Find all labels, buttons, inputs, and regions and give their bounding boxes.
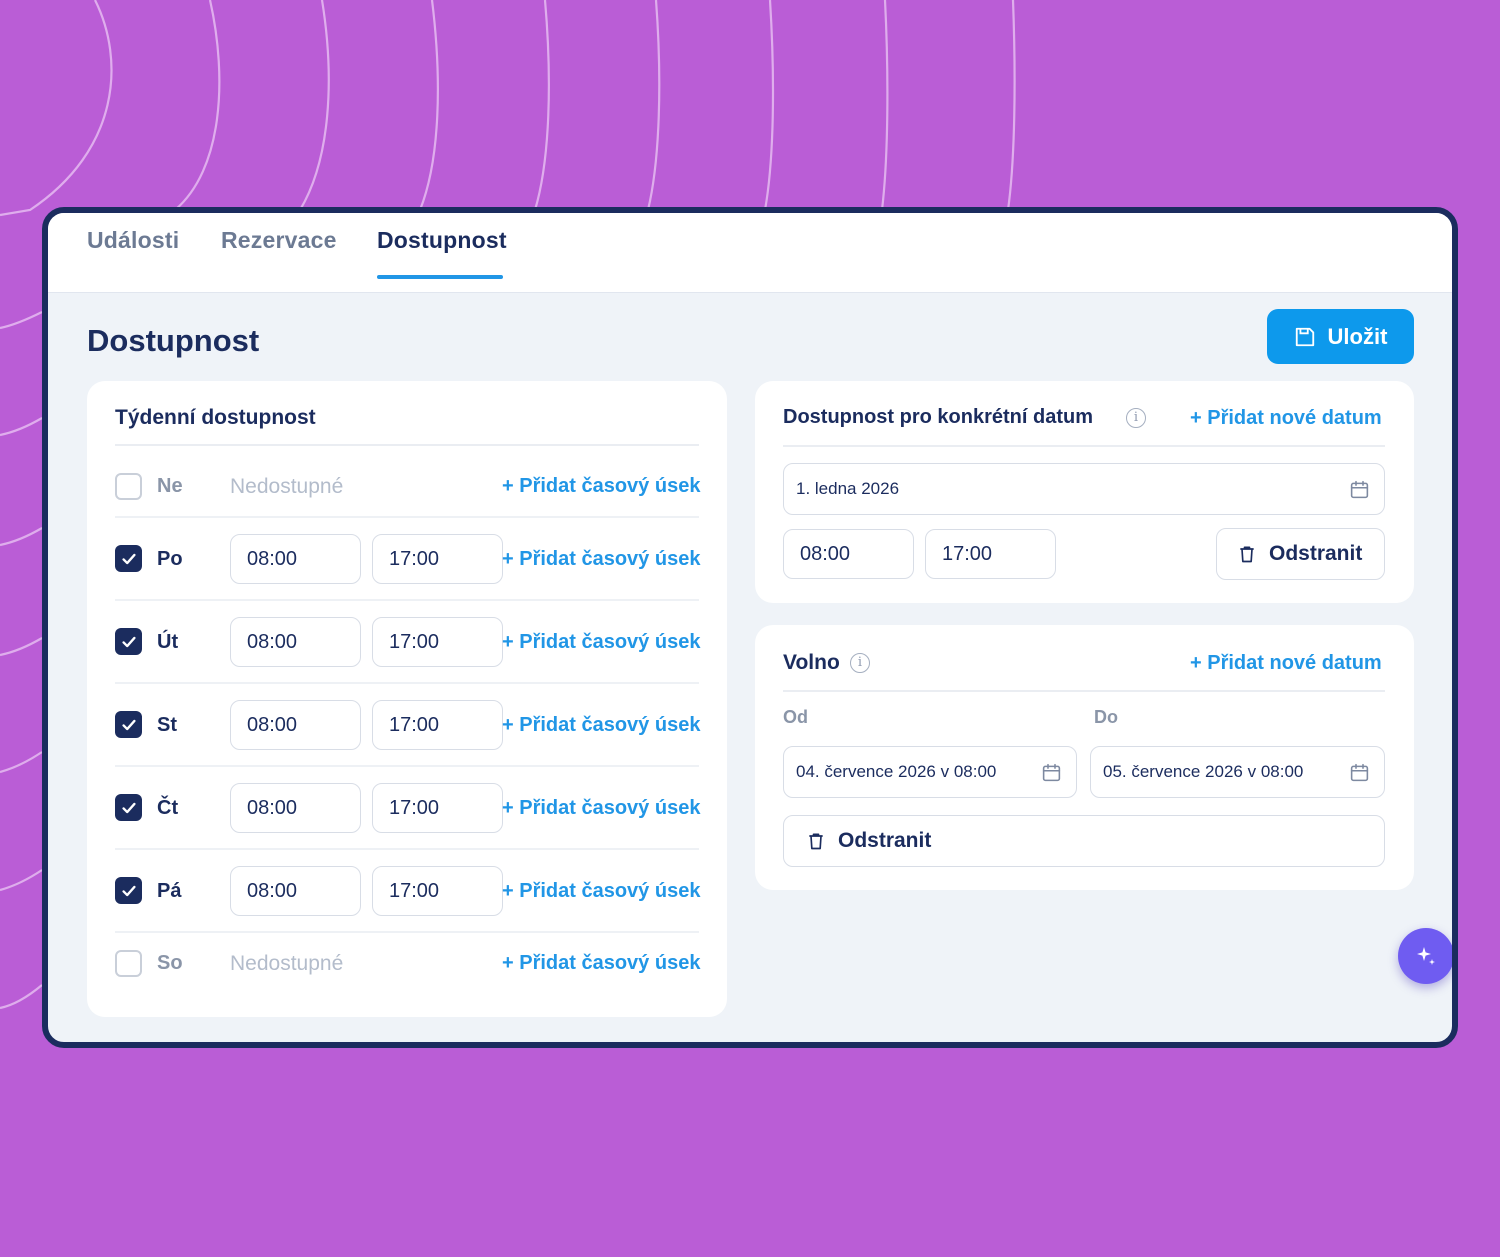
- checkbox-st[interactable]: [115, 711, 142, 738]
- day-label: Út: [157, 631, 179, 653]
- checkbox-pa[interactable]: [115, 877, 142, 904]
- remove-specific-date-button[interactable]: Odstranit: [1216, 528, 1385, 580]
- specific-time-to-input[interactable]: 17:00: [925, 529, 1056, 579]
- row-divider: [115, 516, 699, 518]
- sparkle-icon: [1417, 947, 1435, 965]
- time-off-to-input[interactable]: 05. července 2026 v 08:00: [1090, 746, 1385, 798]
- day-label: Ne: [157, 475, 183, 497]
- checkbox-ne[interactable]: [115, 473, 142, 500]
- day-label: Po: [157, 548, 183, 570]
- time-from-input[interactable]: 08:00: [230, 700, 361, 750]
- time-from-input[interactable]: 08:00: [230, 866, 361, 916]
- add-slot-link[interactable]: + Přidat časový úsek: [502, 714, 701, 736]
- calendar-icon[interactable]: [1041, 762, 1062, 783]
- date-value: 05. července 2026 v 08:00: [1103, 762, 1304, 781]
- time-to-input[interactable]: 17:00: [372, 866, 503, 916]
- time-off-title: Volno: [783, 651, 840, 674]
- divider: [783, 445, 1385, 447]
- tab-rezervace[interactable]: Rezervace: [221, 227, 337, 253]
- add-slot-link[interactable]: + Přidat časový úsek: [502, 880, 701, 902]
- calendar-icon[interactable]: [1349, 479, 1370, 500]
- add-slot-link[interactable]: + Přidat časový úsek: [502, 952, 701, 974]
- add-slot-link[interactable]: + Přidat časový úsek: [502, 475, 701, 497]
- day-label: Čt: [157, 797, 179, 819]
- day-label: Pá: [157, 880, 182, 902]
- trash-icon: [1240, 546, 1254, 563]
- time-from-input[interactable]: 08:00: [230, 617, 361, 667]
- time-from-input[interactable]: 08:00: [230, 534, 361, 584]
- specific-date-title: Dostupnost pro konkrétní datum: [783, 406, 1093, 428]
- remove-time-off-button[interactable]: Odstranit: [783, 815, 1385, 867]
- row-divider: [115, 599, 699, 601]
- add-time-off-link[interactable]: + Přidat nové datum: [1190, 652, 1382, 674]
- save-button[interactable]: Uložit: [1267, 309, 1414, 364]
- unavailable-label: Nedostupné: [230, 475, 344, 498]
- divider: [783, 690, 1385, 692]
- checkbox-ut[interactable]: [115, 628, 142, 655]
- checkbox-po[interactable]: [115, 545, 142, 572]
- app-window: Události Rezervace Dostupnost Dostupnost…: [42, 207, 1458, 1048]
- page-title: Dostupnost: [87, 323, 260, 358]
- row-divider: [115, 848, 699, 850]
- date-value: 1. ledna 2026: [796, 479, 900, 498]
- row-divider: [115, 765, 699, 767]
- day-label: St: [157, 714, 177, 736]
- add-slot-link[interactable]: + Přidat časový úsek: [502, 631, 701, 653]
- time-off-from-input[interactable]: 04. července 2026 v 08:00: [783, 746, 1077, 798]
- to-label: Do: [1094, 707, 1118, 727]
- row-divider: [115, 682, 699, 684]
- from-label: Od: [783, 707, 808, 727]
- checkbox-so[interactable]: [115, 950, 142, 977]
- time-off-card: Volno i + Přidat nové datum Od Do 04. če…: [755, 625, 1414, 890]
- time-to-input[interactable]: 17:00: [372, 617, 503, 667]
- add-slot-link[interactable]: + Přidat časový úsek: [502, 797, 701, 819]
- active-tab-indicator: [377, 275, 503, 279]
- checkmark-icon: [121, 885, 136, 896]
- weekly-availability-card: Týdenní dostupnost Ne Nedostupné + Přida…: [87, 381, 727, 1017]
- specific-date-input[interactable]: 1. ledna 2026: [783, 463, 1385, 515]
- day-label: So: [157, 952, 183, 974]
- specific-date-card: Dostupnost pro konkrétní datum i + Přida…: [755, 381, 1414, 603]
- checkmark-icon: [121, 719, 136, 730]
- floppy-disk-icon: [1295, 327, 1314, 346]
- time-from-input[interactable]: 08:00: [230, 783, 361, 833]
- remove-button-label: Odstranit: [1269, 542, 1363, 565]
- info-icon[interactable]: i: [1126, 408, 1146, 428]
- checkbox-ct[interactable]: [115, 794, 142, 821]
- remove-button-label: Odstranit: [838, 829, 932, 852]
- info-icon[interactable]: i: [850, 653, 870, 673]
- time-to-input[interactable]: 17:00: [372, 783, 503, 833]
- checkmark-icon: [121, 802, 136, 813]
- row-divider: [115, 931, 699, 933]
- add-slot-link[interactable]: + Přidat časový úsek: [502, 548, 701, 570]
- calendar-icon[interactable]: [1349, 762, 1370, 783]
- divider: [115, 444, 699, 446]
- date-value: 04. července 2026 v 08:00: [796, 762, 997, 781]
- save-button-label: Uložit: [1327, 323, 1388, 349]
- checkmark-icon: [121, 553, 136, 564]
- tab-udalosti[interactable]: Události: [87, 227, 180, 253]
- unavailable-label: Nedostupné: [230, 952, 344, 975]
- tab-bar: Události Rezervace Dostupnost: [48, 213, 1452, 293]
- time-to-input[interactable]: 17:00: [372, 534, 503, 584]
- weekly-title: Týdenní dostupnost: [115, 406, 316, 429]
- checkmark-icon: [121, 636, 136, 647]
- trash-icon: [809, 833, 823, 850]
- tab-dostupnost[interactable]: Dostupnost: [377, 227, 507, 253]
- specific-time-from-input[interactable]: 08:00: [783, 529, 914, 579]
- add-date-link[interactable]: + Přidat nové datum: [1190, 407, 1382, 429]
- time-to-input[interactable]: 17:00: [372, 700, 503, 750]
- ai-assistant-button[interactable]: [1398, 928, 1452, 984]
